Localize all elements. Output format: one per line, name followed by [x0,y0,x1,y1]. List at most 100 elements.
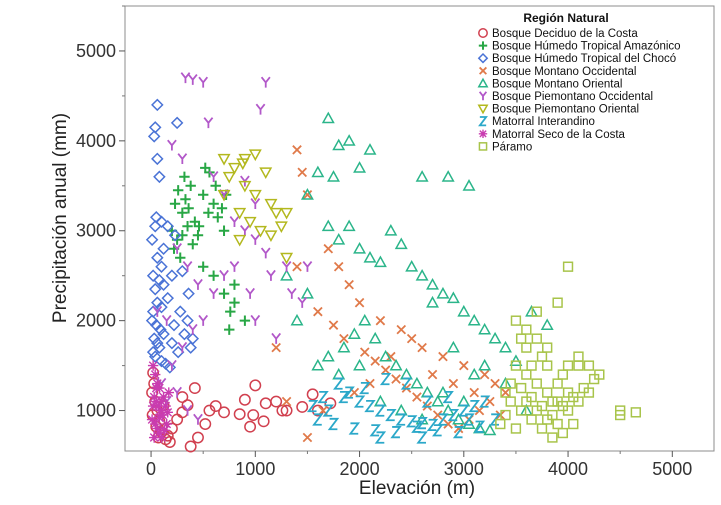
data-point-s4-p37 [368,331,382,344]
data-point-s9-p2 [531,333,542,344]
data-point-s9-p47 [573,360,584,371]
data-point-s8-p17 [160,400,171,412]
legend-label-1: Bosque Húmedo Tropical Amazónico [492,41,681,53]
data-point-s3-p6 [354,297,365,308]
data-point-s7-p2 [353,395,366,408]
data-point-s4-p53 [353,358,367,371]
data-point-s9-p21 [547,432,558,443]
data-point-s5-p23 [271,332,282,344]
data-point-s7-p11 [447,408,460,422]
data-point-s6-p14 [248,189,262,202]
data-point-s4-p32 [311,358,325,371]
data-point-s1-p26 [229,297,240,308]
data-point-s3-p34 [281,396,292,407]
legend-title: Región Natural [523,11,608,25]
legend-label-3: Bosque Montano Occidental [492,66,636,78]
data-point-s1-p25 [208,270,219,281]
data-point-s8-p24 [163,387,174,398]
data-point-s7-p13 [468,399,480,413]
data-point-s4-p63 [446,340,460,353]
y-axis-ticks: 1000 2000 3000 4000 5000 [76,5,125,421]
data-point-s9-p9 [510,360,522,371]
data-point-s0-p22 [209,400,222,413]
data-point-s3-p7 [375,315,386,326]
data-point-s2-p13 [157,278,170,291]
data-point-s9-p51 [505,378,516,389]
data-point-s5-p16 [219,269,229,281]
data-point-s4-p17 [384,224,398,236]
data-point-s3-p0 [292,145,302,155]
data-point-s5-p4 [255,103,266,115]
data-point-s3-p33 [302,432,313,443]
data-point-s9-p40 [630,407,641,418]
data-point-s7-p32 [463,413,475,426]
data-point-s2-p32 [161,291,175,305]
data-point-s4-p30 [525,304,539,317]
data-point-s7-p33 [317,390,329,404]
data-point-s4-p16 [373,255,387,268]
data-point-s6-p19 [233,234,247,247]
data-point-s1-p20 [203,207,214,218]
data-point-s3-p11 [438,351,448,362]
data-point-s9-p32 [578,382,589,394]
data-point-s7-p17 [327,417,340,431]
data-point-s6-p15 [264,230,278,242]
data-point-s0-p19 [192,431,204,444]
y-axis-title: Precipitación anual (mm) [50,113,71,323]
data-point-s6-p6 [238,180,252,193]
data-point-s6-p18 [280,252,294,265]
data-point-s9-p36 [542,360,553,371]
points-layer [145,72,641,453]
data-point-s0-p36 [244,420,257,433]
data-point-s2-p33 [165,269,179,282]
data-point-s8-p12 [154,427,165,439]
data-point-s5-p3 [260,76,271,88]
data-point-s1-p34 [182,221,193,232]
data-point-s1-p24 [197,261,209,272]
data-point-s0-p25 [238,393,251,406]
data-point-s8-p7 [155,405,166,416]
data-point-s2-p29 [163,361,177,374]
data-point-s2-p44 [182,287,195,300]
data-point-s4-p14 [353,241,367,254]
data-point-s7-p19 [369,424,381,437]
data-point-s1-p18 [187,239,198,250]
data-point-s8-p23 [148,432,160,443]
data-point-s4-p50 [280,268,294,281]
data-point-s4-p45 [452,412,466,425]
data-point-s9-p38 [562,387,574,398]
data-point-s5-p27 [286,287,297,299]
data-point-s3-p5 [344,279,354,290]
data-point-s7-p22 [432,424,444,437]
data-point-s7-p6 [395,413,407,426]
data-point-s5-p39 [245,287,255,299]
data-point-s3-p21 [380,365,391,375]
data-point-s9-p22 [557,427,569,439]
data-point-s5-p25 [297,296,308,308]
data-point-s5-p22 [250,314,261,326]
data-point-s2-p14 [148,282,162,296]
data-point-s7-p25 [489,413,501,426]
legend-label-8: Matorral Seco de la Costa [492,129,626,141]
data-point-s3-p4 [333,261,344,272]
data-point-s0-p18 [184,440,197,453]
data-point-s8-p10 [150,418,161,430]
data-point-s4-p1 [332,138,346,151]
data-point-s5-p31 [182,404,193,416]
data-point-s3-p26 [432,410,443,420]
data-point-s8-p11 [152,423,163,434]
data-point-s3-p8 [396,324,407,335]
data-point-s6-p3 [248,149,262,162]
data-point-s7-p7 [405,415,418,428]
data-point-s3-p22 [391,374,401,384]
data-point-s1-p11 [212,212,223,223]
data-point-s4-p15 [363,250,377,263]
data-point-s3-p43 [271,342,281,353]
data-point-s9-p19 [526,414,537,425]
data-point-s0-p32 [296,400,309,413]
data-point-s1-p21 [210,180,221,191]
y-tick-label: 5000 [76,41,116,61]
data-point-s6-p0 [217,153,231,166]
data-point-s2-p21 [157,327,170,341]
